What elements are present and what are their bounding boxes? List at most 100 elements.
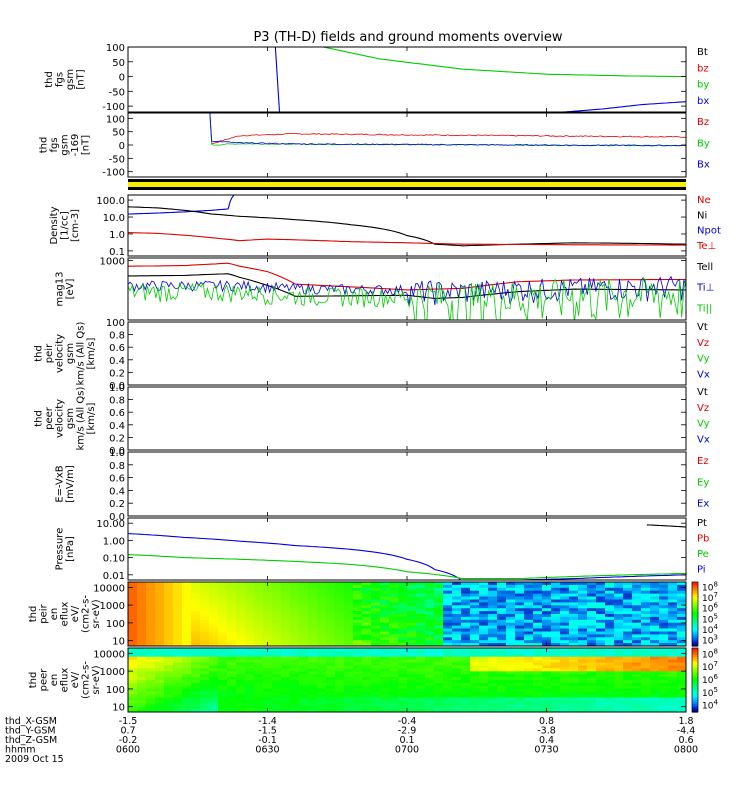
spectrogram-cell	[326, 680, 336, 684]
spectrogram-cell	[551, 593, 561, 598]
spectrogram-cell	[245, 631, 255, 635]
spectrogram-cell	[443, 643, 453, 646]
spectrogram-cell	[164, 593, 174, 598]
spectrogram-cell	[524, 697, 534, 701]
spectrogram-cell	[614, 709, 624, 712]
spectrogram-cell	[632, 697, 642, 701]
spectrogram-cell	[389, 614, 399, 618]
spectrogram-cell	[191, 584, 201, 589]
spectrogram-cell	[128, 587, 138, 592]
spectrogram-cell	[218, 653, 228, 658]
spectrogram-cell	[452, 619, 462, 624]
spectrogram-cell	[407, 697, 417, 701]
spectrogram-cell	[461, 582, 471, 586]
spectrogram-cell	[254, 596, 264, 600]
spectrogram-cell	[614, 643, 624, 646]
spectrogram-cell	[335, 659, 345, 664]
spectrogram-cell	[317, 611, 327, 615]
spectrogram-cell	[326, 709, 336, 712]
spectrogram-cell	[200, 700, 210, 704]
spectrogram-cell	[299, 634, 309, 638]
spectrogram-cell	[533, 582, 543, 586]
spectrogram-cell	[353, 611, 363, 615]
spectrogram-cell	[335, 599, 345, 603]
spectrogram-cell	[479, 625, 489, 630]
spectrogram-cell	[434, 587, 444, 592]
spectrogram-cell	[452, 648, 462, 652]
spectrogram-cell	[641, 599, 651, 603]
spectrogram-cell	[227, 703, 237, 707]
spectrogram-cell	[434, 706, 444, 710]
spectrogram-cell	[326, 611, 336, 615]
spectrogram-cell	[146, 619, 156, 624]
spectrogram-cell	[380, 582, 390, 586]
y-axis-label-line: mag13	[54, 272, 65, 307]
spectrogram-cell	[389, 584, 399, 589]
spectrogram-cell	[398, 668, 408, 672]
spectrogram-cell	[371, 593, 381, 598]
spectrogram-cell	[461, 628, 471, 632]
spectrogram-cell	[425, 656, 435, 661]
spectrogram-cell	[668, 614, 678, 618]
colorbar-tick-label: 105	[702, 612, 718, 625]
spectrogram-cell	[164, 602, 174, 606]
spectrogram-cell	[596, 637, 606, 641]
spectrogram-cell	[137, 688, 147, 693]
spectrogram-cell	[164, 599, 174, 603]
spectrogram-cell	[605, 584, 615, 589]
spectrogram-cell	[272, 674, 282, 678]
spectrogram-cell	[668, 680, 678, 684]
spectrogram-cell	[488, 674, 498, 678]
spectrogram-cell	[497, 599, 507, 603]
spectrogram-cell	[542, 634, 552, 638]
spectrogram-cell	[236, 622, 246, 627]
spectrogram-cell	[353, 662, 363, 666]
spectrogram-cell	[677, 584, 686, 589]
spectrogram-cell	[335, 662, 345, 666]
spectrogram-cell	[596, 671, 606, 675]
spectrogram-cell	[632, 662, 642, 666]
spectrogram-cell	[524, 614, 534, 618]
spectrogram-cell	[353, 682, 363, 687]
spectrogram-cell	[137, 671, 147, 675]
spectrogram-cell	[182, 590, 192, 595]
spectrogram-cell	[506, 602, 516, 606]
spectrogram-cell	[317, 688, 327, 693]
spectrogram-cell	[398, 640, 408, 644]
spectrogram-cell	[299, 619, 309, 624]
spectrogram-cell	[173, 611, 183, 615]
x-axis-value: -0.2	[119, 735, 138, 746]
spectrogram-cell	[587, 628, 597, 632]
spectrogram-cell	[560, 584, 570, 589]
spectrogram-cell	[560, 640, 570, 644]
spectrogram-cell	[632, 671, 642, 675]
spectrogram-cell	[191, 653, 201, 658]
spectrogram-cell	[533, 700, 543, 704]
spectrogram-cell	[389, 622, 399, 627]
spectrogram-cell	[245, 599, 255, 603]
spectrogram-cell	[380, 668, 390, 672]
spectrogram-cell	[425, 700, 435, 704]
spectrogram-cell	[371, 605, 381, 609]
spectrogram-cell	[344, 614, 354, 618]
spectrogram-cell	[443, 590, 453, 595]
spectrogram-cell	[677, 685, 686, 690]
spectrogram-cell	[326, 674, 336, 678]
spectrogram-cell	[605, 634, 615, 638]
spectrogram-cell	[317, 643, 327, 646]
spectrogram-cell	[587, 709, 597, 712]
spectrogram-cell	[659, 640, 669, 644]
y-axis-label-line: en	[49, 608, 60, 621]
legend-entry: Bz	[697, 117, 709, 128]
spectrogram-cell	[623, 608, 633, 612]
spectrogram-cell	[362, 602, 372, 606]
spectrogram-cell	[605, 631, 615, 635]
spectrogram-cell	[587, 659, 597, 664]
spectrogram-cell	[632, 648, 642, 652]
spectrogram-cell	[533, 599, 543, 603]
spectrogram-cell	[641, 688, 651, 693]
spectrogram-cell	[263, 697, 273, 701]
spectrogram-cell	[299, 593, 309, 598]
spectrogram-cell	[479, 653, 489, 658]
